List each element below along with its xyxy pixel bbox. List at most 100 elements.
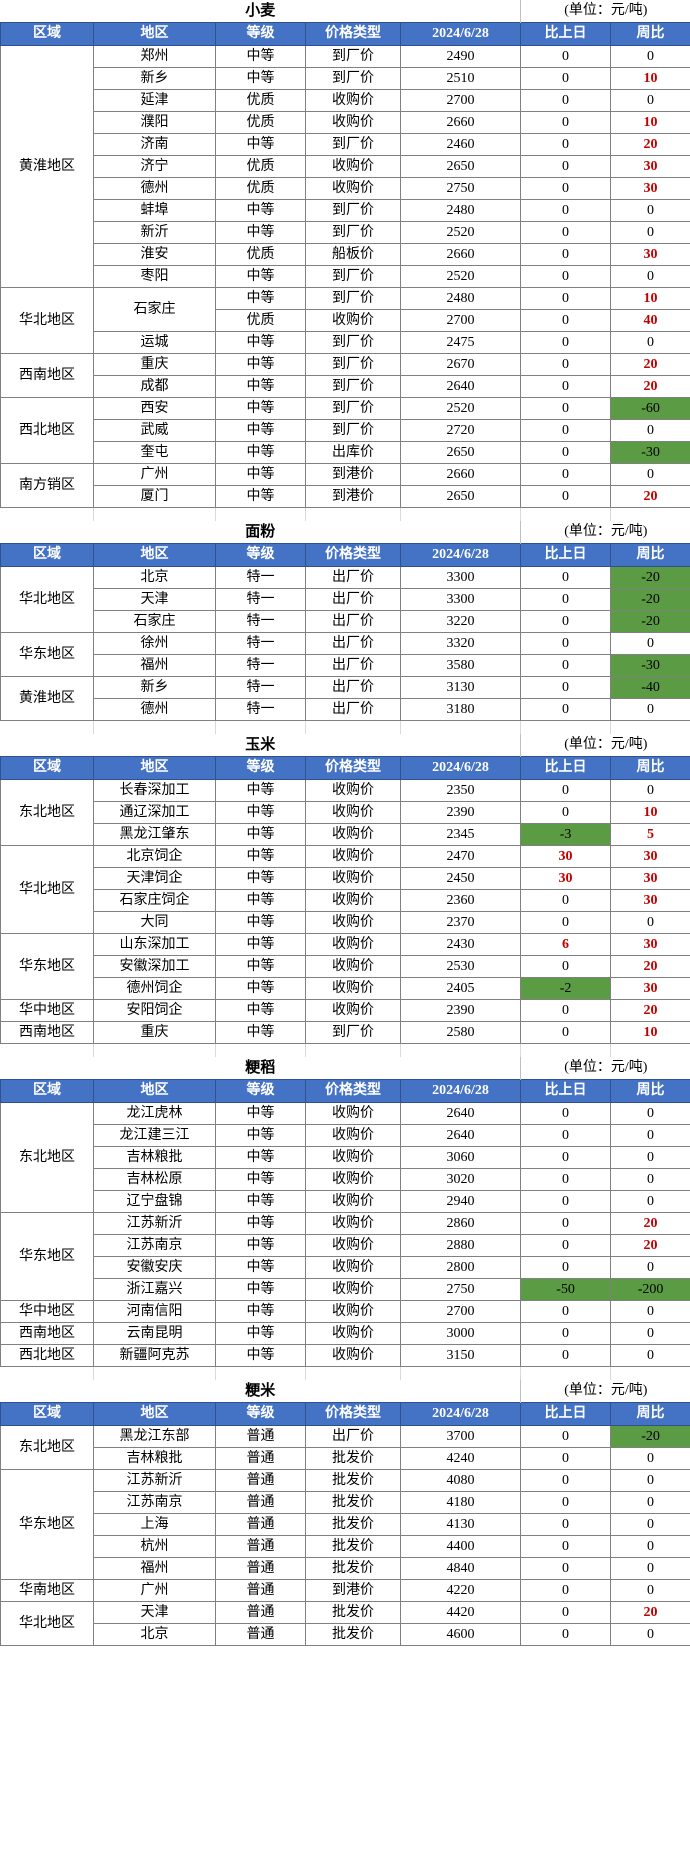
- table-row: 大同 中等 收购价 2370 0 0: [1, 911, 690, 934]
- price-type-cell: 收购价: [305, 1190, 401, 1213]
- week-change-cell: 10: [610, 111, 690, 134]
- price-type-cell: 出厂价: [305, 1425, 401, 1448]
- table-header-row: 区域 地区 等级 价格类型 2024/6/28 比上日 周比: [0, 22, 690, 46]
- grade-cell: 中等: [215, 911, 306, 934]
- price-value-cell: 2430: [399, 933, 522, 956]
- spacer-cell: [520, 508, 611, 521]
- column-header-6: 周比: [610, 1079, 690, 1103]
- price-value-cell: 2370: [399, 911, 522, 934]
- table-row: 西北地区 西安 中等 到厂价 2520 0 -60: [0, 397, 690, 464]
- column-header-0: 区域: [0, 22, 94, 46]
- week-change-cell: -20: [610, 1425, 690, 1448]
- price-value-cell: 2580: [399, 1021, 522, 1044]
- table-row: 新沂 中等 到厂价 2520 0 0: [1, 221, 690, 244]
- region-cell: 华中地区: [0, 999, 94, 1022]
- area-cell: 江苏新沂: [93, 1469, 216, 1492]
- grade-cell: 普通: [215, 1623, 306, 1646]
- spacer-cell: [305, 1044, 401, 1057]
- day-change-cell: 0: [520, 1256, 612, 1279]
- day-change-cell: 0: [520, 67, 612, 90]
- table-row: 吉林松原 中等 收购价 3020 0 0: [1, 1168, 690, 1191]
- grade-cell: 中等: [215, 265, 306, 288]
- grade-cell: 优质: [215, 155, 306, 178]
- region-cell: 西北地区: [0, 1344, 94, 1367]
- area-cell: 济宁: [93, 155, 216, 178]
- week-change-cell: 20: [610, 955, 690, 978]
- week-change-cell: 0: [610, 1322, 690, 1345]
- commodity-table-小麦: 小麦 (单位：元/吨) 区域 地区 等级 价格类型 2024/6/28 比上日 周比 黄淮地区 郑州…: [0, 0, 690, 508]
- price-value-cell: 3580: [399, 654, 522, 677]
- day-change-cell: 0: [520, 801, 612, 824]
- price-type-cell: 收购价: [305, 779, 401, 802]
- day-change-cell: 0: [520, 1102, 612, 1125]
- region-cell: 华北地区: [0, 1601, 94, 1646]
- spacer-cell: [520, 1044, 611, 1057]
- price-type-cell: 收购价: [305, 1322, 401, 1345]
- day-change-cell: 0: [520, 1425, 612, 1448]
- grade-cell: 普通: [215, 1447, 306, 1470]
- price-value-cell: 2640: [399, 1102, 522, 1125]
- week-change-cell: 0: [610, 911, 690, 934]
- price-value-cell: 2700: [399, 89, 522, 112]
- day-change-cell: 0: [520, 1146, 612, 1169]
- price-value-cell: 2520: [399, 397, 522, 420]
- table-row: 华北地区 石家庄 中等 到厂价 2480 0 10: [0, 287, 690, 354]
- table-row: 运城 中等 到厂价 2475 0 0: [1, 331, 690, 354]
- price-value-cell: 2345: [399, 823, 522, 846]
- day-change-cell: 0: [520, 1491, 612, 1514]
- day-change-cell: 0: [520, 221, 612, 244]
- price-type-cell: 收购价: [305, 155, 401, 178]
- section-unit-label: (单位：元/吨): [520, 1380, 690, 1403]
- price-type-cell: 批发价: [305, 1557, 401, 1580]
- week-change-cell: -30: [610, 441, 690, 464]
- table-row: 枣阳 中等 到厂价 2520 0 0: [1, 265, 690, 288]
- area-cell: 龙江虎林: [93, 1102, 216, 1125]
- price-value-cell: 4420: [399, 1601, 522, 1624]
- day-change-cell: 0: [520, 375, 612, 398]
- area-cell: 枣阳: [93, 265, 216, 288]
- spacer-cell: [215, 1044, 306, 1057]
- price-type-cell: 收购价: [305, 999, 401, 1022]
- area-cell: 黑龙江东部: [93, 1425, 216, 1448]
- price-value-cell: 4180: [399, 1491, 522, 1514]
- region-cell: 华东地区: [0, 933, 94, 1000]
- price-value-cell: 2475: [399, 331, 522, 354]
- table-row: 通辽深加工 中等 收购价 2390 0 10: [1, 801, 690, 824]
- grade-cell: 中等: [215, 1212, 306, 1235]
- section-unit-label: (单位：元/吨): [520, 1057, 690, 1080]
- day-change-cell: 0: [520, 441, 612, 464]
- price-value-cell: 2640: [399, 375, 522, 398]
- grade-cell: 优质: [215, 243, 306, 266]
- week-change-cell: -40: [610, 676, 690, 699]
- spacer-cell: [610, 508, 690, 521]
- day-change-cell: 0: [520, 199, 612, 222]
- grade-cell: 特一: [215, 698, 306, 721]
- table-row: 华中地区 安阳饲企 中等 收购价 2390 0 20: [0, 999, 690, 1022]
- region-cell: 黄淮地区: [0, 676, 94, 721]
- grade-cell: 优质: [215, 111, 306, 134]
- price-value-cell: 2390: [399, 801, 522, 824]
- area-cell: 辽宁盘锦: [93, 1190, 216, 1213]
- grade-cell: 中等: [215, 977, 306, 1000]
- price-value-cell: 2650: [399, 485, 522, 508]
- spacer-cell: [215, 721, 306, 734]
- price-value-cell: 2660: [399, 111, 522, 134]
- spacer-cell: [400, 508, 521, 521]
- section-title: 粳米: [0, 1380, 522, 1403]
- area-cell: 云南昆明: [93, 1322, 216, 1345]
- price-type-cell: 收购价: [305, 801, 401, 824]
- week-change-cell: 0: [610, 779, 690, 802]
- price-type-cell: 船板价: [305, 243, 401, 266]
- price-type-cell: 到厂价: [305, 353, 401, 376]
- area-cell: 广州: [93, 1579, 216, 1602]
- day-change-cell: -3: [520, 823, 612, 846]
- price-type-cell: 批发价: [305, 1535, 401, 1558]
- area-cell: 重庆: [93, 353, 216, 376]
- region-cell: 华北地区: [0, 287, 94, 354]
- column-header-3: 价格类型: [305, 756, 401, 780]
- area-cell: 奎屯: [93, 441, 216, 464]
- day-change-cell: 0: [520, 177, 612, 200]
- day-change-cell: 0: [520, 1124, 612, 1147]
- table-row: 武威 中等 到厂价 2720 0 0: [1, 419, 690, 442]
- week-change-cell: -60: [610, 397, 690, 420]
